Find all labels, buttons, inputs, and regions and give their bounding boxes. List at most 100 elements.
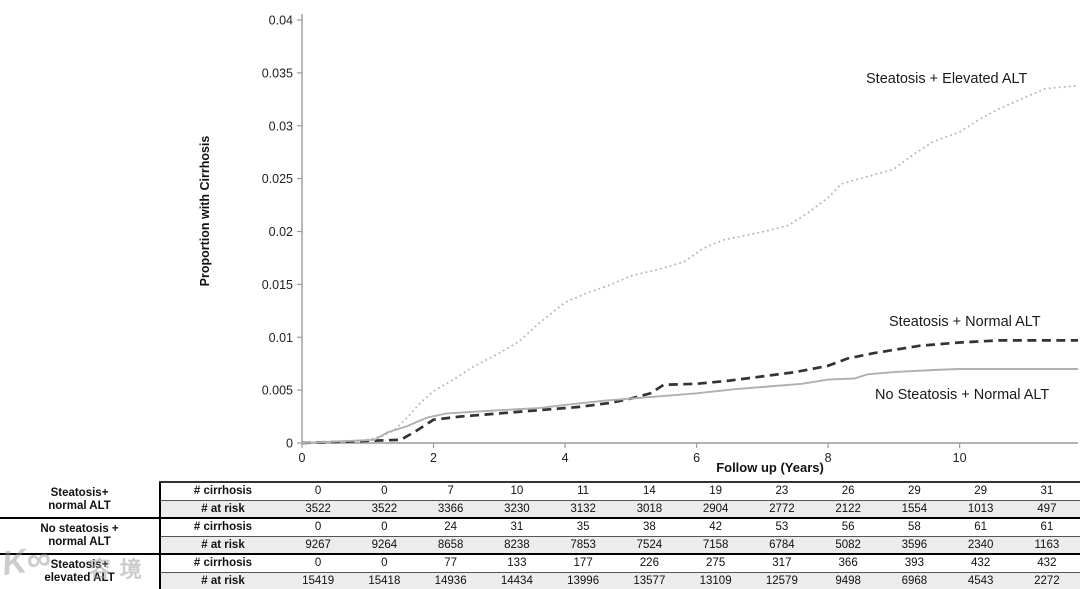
table-row: # at risk 3522 3522 3366 3230 3132 3018 2904 277… [0, 499, 1080, 518]
table-cell: 2772 [748, 499, 815, 518]
x-tick-label: 10 [953, 451, 967, 465]
table-cell: 10 [483, 481, 550, 500]
table-cell: 5082 [815, 535, 882, 554]
table-cell: 393 [881, 553, 948, 572]
table-cell: 11 [550, 481, 617, 500]
table-cell: 35 [550, 517, 617, 536]
y-tick-label: 0.02 [269, 225, 293, 239]
table-cell: 275 [682, 553, 749, 572]
table-cell: 7853 [550, 535, 617, 554]
table-cell: 2272 [1013, 571, 1080, 589]
table-cell: 4543 [947, 571, 1014, 589]
stat-label: # cirrhosis [159, 517, 285, 536]
x-tick-label: 8 [825, 451, 832, 465]
table-cell: 2122 [815, 499, 882, 518]
table-cell: 0 [285, 481, 352, 500]
table-cell: 24 [417, 517, 484, 536]
group-label: No steatosis + normal ALT [0, 517, 160, 554]
stat-label: # at risk [159, 499, 285, 518]
table-cell: 15418 [351, 571, 418, 589]
table-cell: 3522 [351, 499, 418, 518]
table-cell: 77 [417, 553, 484, 572]
table-cell: 13109 [682, 571, 749, 589]
table-cell: 9498 [815, 571, 882, 589]
table-cell: 3366 [417, 499, 484, 518]
group-label: Steatosis+ normal ALT [48, 486, 111, 512]
table-cell: 3230 [483, 499, 550, 518]
table-cell: 177 [550, 553, 617, 572]
table-cell: 6784 [748, 535, 815, 554]
table-cell: 0 [351, 517, 418, 536]
table-row: Steatosis+ elevated ALT # cirrhosis 0 0 77 133… [0, 553, 1080, 589]
stat-label: # at risk [159, 571, 285, 589]
x-tick-label: 6 [693, 451, 700, 465]
table-cell: 3596 [881, 535, 948, 554]
table-cell: 8658 [417, 535, 484, 554]
table-cell: 12579 [748, 571, 815, 589]
table-cell: 0 [285, 517, 352, 536]
group-label: Steatosis+ elevated ALT [0, 553, 160, 589]
y-tick-label: 0.04 [269, 14, 293, 28]
table-cell: 226 [616, 553, 683, 572]
table-cell: 3132 [550, 499, 617, 518]
stat-label: # cirrhosis [159, 553, 285, 572]
series-label-steatosis-normal-alt: Steatosis + Normal ALT [889, 314, 1041, 330]
table-cell: 133 [483, 553, 550, 572]
cirrhosis-incidence-chart: 0.04 0.035 0.03 0.025 0.02 0.015 0.01 0.005 00 2 4… [262, 14, 1079, 465]
table-cell: 19 [682, 481, 749, 500]
number-at-risk-table: Steatosis+ normal ALT # cirrhosis 0 0 7 10 11 14… [0, 481, 1080, 589]
table-cell: 1554 [881, 499, 948, 518]
table-cell: 23 [748, 481, 815, 500]
table-cell: 3018 [616, 499, 683, 518]
table-cell: 0 [351, 553, 418, 572]
y-tick-label: 0.025 [262, 172, 293, 186]
x-axis-title: Follow up (Years) [716, 460, 824, 475]
table-cell: 14936 [417, 571, 484, 589]
table-cell: 61 [947, 517, 1014, 536]
table-cell: 366 [815, 553, 882, 572]
table-cell: 317 [748, 553, 815, 572]
table-cell: 56 [815, 517, 882, 536]
table-cell: 31 [1013, 481, 1080, 500]
table-cell: 2340 [947, 535, 1014, 554]
y-tick-label: 0 [286, 437, 293, 451]
table-cell: 61 [1013, 517, 1080, 536]
series-no-steatosis-normal-alt-line [301, 368, 1078, 444]
y-axis-title: Proportion with Cirrhosis [198, 135, 212, 287]
table-cell: 6968 [881, 571, 948, 589]
table-cell: 7158 [682, 535, 749, 554]
table-cell: 8238 [483, 535, 550, 554]
stat-label: # cirrhosis [159, 481, 285, 500]
table-cell: 3522 [285, 499, 352, 518]
stat-label: # at risk [159, 535, 285, 554]
table-cell: 1163 [1013, 535, 1080, 554]
x-tick-label: 2 [430, 451, 437, 465]
table-cell: 9264 [351, 535, 418, 554]
table-cell: 432 [1013, 553, 1080, 572]
table-cell: 432 [947, 553, 1014, 572]
table-row: No steatosis + normal ALT # cirrhosis 0 0 24 3… [0, 517, 1080, 554]
table-cell: 9267 [285, 535, 352, 554]
table-cell: 7524 [616, 535, 683, 554]
table-cell: 13996 [550, 571, 617, 589]
table-row: Steatosis+ normal ALT # cirrhosis 0 0 7 10 11 14… [0, 481, 1080, 512]
y-tick-label: 0.015 [262, 278, 293, 292]
x-tick-label: 0 [299, 451, 306, 465]
table-cell: 29 [881, 481, 948, 500]
series-steatosis-elevated-alt-line [301, 84, 1079, 444]
x-tick-label: 4 [562, 451, 569, 465]
table-cell: 29 [947, 481, 1014, 500]
table-cell: 2904 [682, 499, 749, 518]
table-cell: 497 [1013, 499, 1080, 518]
series-label-no-steatosis-normal-alt: No Steatosis + Normal ALT [875, 387, 1050, 403]
table-cell: 0 [351, 481, 418, 500]
table-cell: 38 [616, 517, 683, 536]
table-cell: 13577 [616, 571, 683, 589]
table-cell: 53 [748, 517, 815, 536]
table-row: # at risk 15419 15418 14936 14434 13996 13577 1… [0, 571, 1080, 589]
table-cell: 14 [616, 481, 683, 500]
y-tick-label: 0.03 [269, 119, 293, 133]
table-cell: 1013 [947, 499, 1014, 518]
table-cell: 14434 [483, 571, 550, 589]
